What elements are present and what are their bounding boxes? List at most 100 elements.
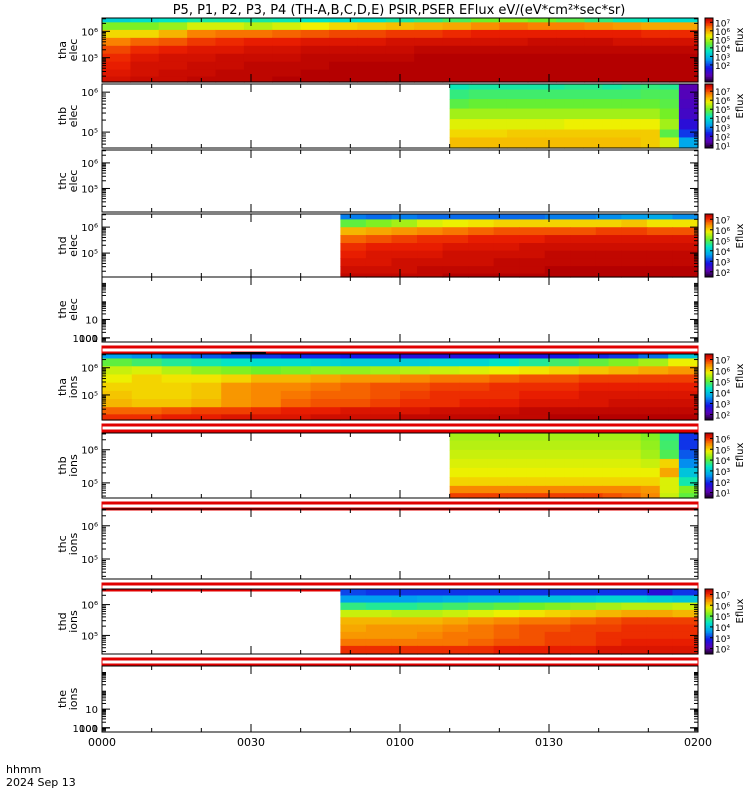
heatmap-cell	[459, 390, 490, 400]
heatmap-cell	[641, 22, 671, 31]
colorbar-segment	[705, 269, 713, 272]
heatmap-cell	[449, 440, 470, 451]
colorbar-segment	[705, 62, 713, 65]
heatmap-cell	[468, 595, 495, 604]
heatmap-cell	[583, 493, 604, 499]
heatmap-cell	[584, 22, 614, 31]
colorbar-segment	[705, 231, 713, 234]
colorbar-segment	[705, 475, 713, 478]
heatmap-cell	[570, 258, 597, 267]
heatmap-cell	[595, 609, 622, 618]
panel-label-species: elec	[67, 39, 80, 62]
heatmap-cell	[391, 273, 418, 278]
colorbar-label: Eflux	[735, 93, 746, 118]
y-tick-label: 10⁶	[81, 223, 98, 234]
heatmap-cell	[215, 76, 245, 83]
heatmap-cell	[340, 219, 367, 228]
heatmap-cell	[602, 493, 623, 499]
heatmap-cell	[669, 53, 699, 63]
heatmap-cell	[414, 29, 444, 39]
heatmap-cell	[365, 617, 393, 626]
heatmap-cell	[678, 458, 699, 469]
y-tick-label: 10⁶	[81, 27, 98, 38]
heatmap-cell	[468, 99, 489, 110]
heatmap-cell	[527, 22, 557, 31]
heatmap-cell	[621, 477, 642, 487]
heatmap-cell	[468, 137, 489, 149]
colorbar-segment	[705, 122, 713, 125]
colorbar-segment	[705, 634, 713, 637]
heatmap-cell	[102, 407, 133, 415]
colorbar-segment	[705, 372, 713, 375]
heatmap-cell	[489, 354, 520, 360]
heatmap-cell	[564, 119, 584, 131]
colorbar-segment	[705, 391, 713, 395]
heatmap-cell	[251, 374, 282, 384]
y-tick-label: 1	[92, 334, 98, 345]
colorbar-segment	[705, 644, 713, 647]
colorbar-segment	[705, 262, 713, 265]
colorbar-segment	[705, 54, 713, 57]
heatmap-cell	[391, 266, 418, 275]
colorbar-segment	[705, 138, 713, 141]
heatmap-cell	[640, 477, 661, 487]
heatmap-cell	[280, 382, 312, 392]
heatmap-cell	[391, 227, 418, 236]
y-tick-label: 1	[92, 724, 98, 735]
heatmap-cell	[489, 374, 520, 384]
heatmap-cell	[493, 638, 520, 647]
heatmap-cell	[638, 358, 669, 367]
heatmap-cell	[621, 214, 648, 221]
heatmap-cell	[672, 609, 699, 618]
heatmap-cell	[187, 22, 217, 31]
heatmap-cell	[370, 358, 401, 367]
heatmap-cell	[442, 250, 469, 259]
colorbar-segment	[705, 75, 713, 78]
heatmap-cell	[272, 37, 302, 47]
heatmap-cell	[608, 390, 639, 400]
heatmap-cell	[400, 407, 431, 415]
y-tick-label: 10⁵	[81, 184, 98, 195]
heatmap-cell	[468, 631, 495, 640]
heatmap-cell	[499, 22, 529, 31]
panel-label-probe: the	[56, 690, 69, 708]
heatmap-cell	[668, 399, 699, 408]
heatmap-cell	[499, 76, 529, 83]
heatmap-cell	[487, 433, 508, 442]
heatmap-cell	[365, 227, 393, 236]
heatmap-cell	[130, 37, 160, 47]
colorbar-segment	[705, 418, 713, 421]
heatmap-cell	[102, 414, 133, 421]
heatmap-cell	[161, 407, 192, 415]
heatmap-cell	[545, 449, 565, 460]
heatmap-cell	[506, 119, 527, 131]
colorbar-segment	[705, 476, 713, 480]
heatmap-cell	[595, 227, 622, 236]
colorbar-segment	[705, 597, 713, 600]
heatmap-cell	[187, 37, 217, 47]
heatmap-cell	[602, 89, 623, 100]
panel-label-probe: thd	[56, 236, 69, 254]
heatmap-cell	[641, 45, 671, 55]
heatmap-cell	[612, 61, 642, 71]
heatmap-cell	[191, 374, 222, 384]
heatmap-cell	[556, 29, 586, 39]
colorbar-segment	[705, 441, 713, 444]
heatmap-cell	[340, 266, 367, 275]
heatmap-cell	[621, 602, 648, 611]
heatmap-cell	[544, 595, 571, 604]
heatmap-cell	[487, 84, 508, 91]
heatmap-cell	[340, 227, 367, 236]
colorbar-segment	[705, 433, 713, 436]
heatmap-cell	[678, 440, 699, 451]
colorbar-segment	[705, 481, 713, 484]
heatmap-cell	[638, 354, 669, 360]
colorbar-segment	[705, 365, 713, 368]
heatmap-cell	[519, 227, 546, 236]
heatmap-cell	[564, 477, 584, 487]
heatmap-cell	[545, 433, 565, 442]
heatmap-cell	[583, 440, 604, 451]
heatmap-cell	[470, 18, 500, 23]
